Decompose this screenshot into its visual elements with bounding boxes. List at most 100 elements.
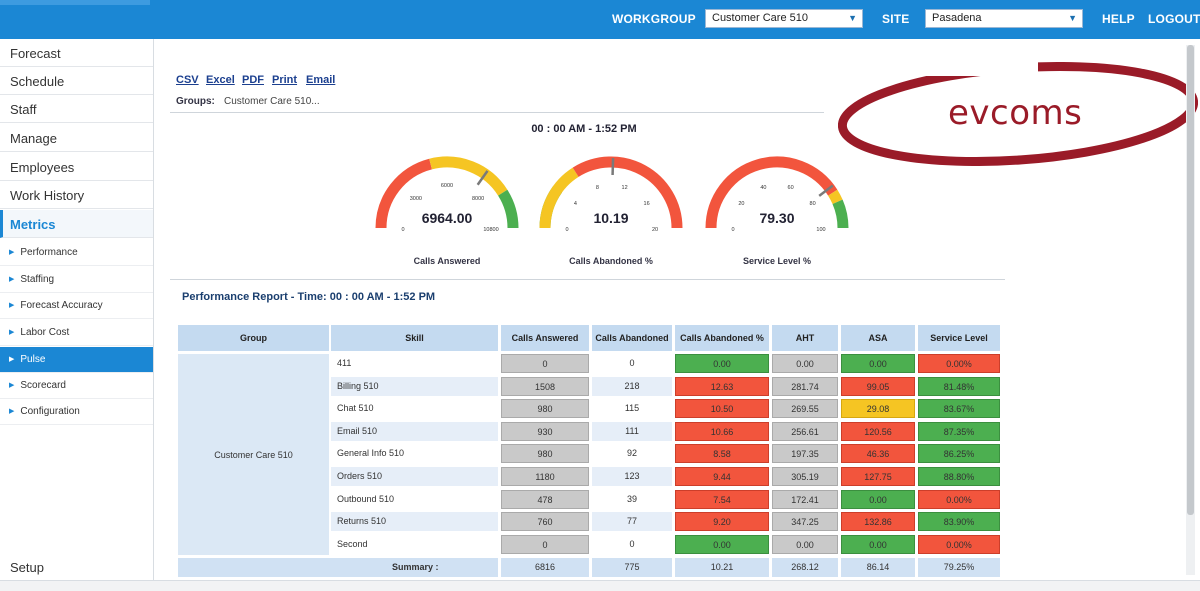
sidebar-item-schedule[interactable]: Schedule [0, 67, 153, 95]
export-email-link[interactable]: Email [306, 74, 336, 86]
calls-abandoned-cell: 0 [629, 539, 635, 549]
calls-answered-cell: 980 [501, 444, 589, 463]
report-title: Performance Report - Time: 00 : 00 AM - … [182, 291, 436, 303]
skill-cell[interactable]: Second [337, 539, 368, 549]
export-pdf-link[interactable]: PDF [242, 74, 264, 86]
calls-abandoned-pct-cell: 0.00 [675, 535, 769, 554]
gauge-band [828, 189, 843, 205]
sidebar-item-forecast[interactable]: Forecast [0, 39, 153, 67]
sidebar-item-manage[interactable]: Manage [0, 124, 153, 152]
calls-abandoned-pct-cell: 9.20 [675, 512, 769, 531]
sidebar-subitem-label: Scorecard [20, 380, 66, 391]
gauge-tick-label: 6000 [441, 183, 453, 189]
sidebar-subitem-label: Staffing [20, 274, 55, 285]
skill-cell[interactable]: 411 [337, 358, 352, 368]
export-excel-link[interactable]: Excel [206, 74, 235, 86]
chevron-down-icon: ▼ [1068, 13, 1077, 23]
gauge-band [572, 156, 683, 229]
column-header-service-level[interactable]: Service Level [918, 325, 1000, 351]
gauge-tick-label: 3000 [410, 196, 422, 202]
sidebar-subitem-forecast-accuracy[interactable]: ▶ Forecast Accuracy [0, 293, 153, 319]
scrollbar-thumb[interactable] [1187, 45, 1194, 515]
column-header-calls-answered[interactable]: Calls Answered [501, 325, 589, 351]
skill-cell[interactable]: Outbound 510 [337, 494, 395, 504]
export-print-link[interactable]: Print [272, 74, 298, 86]
calls-abandoned-gauge-label: Calls Abandoned % [569, 256, 653, 266]
site-select-value: Pasadena [932, 12, 982, 24]
gauge-tick-label: 0 [565, 227, 568, 233]
gauge-tick-label: 8 [596, 185, 599, 191]
sidebar-item-staff[interactable]: Staff [0, 95, 153, 123]
aht-cell: 172.41 [772, 490, 838, 509]
calls-abandoned-cell: 111 [592, 422, 672, 441]
gauge-tick-label: 20 [652, 227, 658, 233]
gauge-tick-label: 0 [731, 227, 734, 233]
calls-abandoned-pct-cell: 12.63 [675, 377, 769, 396]
asa-cell: 0.00 [841, 354, 915, 373]
sidebar-subitem-labor-cost[interactable]: ▶ Labor Cost [0, 320, 153, 346]
calls-answered-gauge-label: Calls Answered [413, 256, 481, 266]
export-csv-link[interactable]: CSV [176, 74, 199, 86]
gauge-needle [476, 170, 489, 186]
calls-answered-cell: 478 [501, 490, 589, 509]
column-header-skill[interactable]: Skill [331, 325, 498, 351]
scrollbar[interactable] [1186, 45, 1195, 575]
gauge-needle [611, 157, 615, 176]
aht-cell: 197.35 [772, 444, 838, 463]
sidebar-subitem-label: Forecast Accuracy [20, 300, 103, 311]
gauge-tick-label: 40 [760, 185, 766, 191]
logout-link[interactable]: LOGOUT [1148, 12, 1200, 26]
aht-cell: 305.19 [772, 467, 838, 486]
calls-abandoned-cell: 115 [624, 403, 640, 413]
column-header-calls-abandoned[interactable]: Calls Abandoned [592, 325, 672, 351]
skill-cell[interactable]: Chat 510 [337, 403, 374, 413]
column-header-asa[interactable]: ASA [841, 325, 915, 351]
skill-cell[interactable]: Billing 510 [331, 377, 498, 396]
calls-abandoned-gauge: 0 4 8 12 16 20 [539, 156, 683, 233]
sidebar-subitem-pulse[interactable]: ▶ Pulse [0, 347, 153, 373]
gauge-band [539, 167, 579, 229]
groups-value: Customer Care 510... [224, 96, 320, 107]
column-header-group[interactable]: Group [178, 325, 329, 351]
sidebar-subitem-performance[interactable]: ▶ Performance [0, 240, 153, 266]
skill-cell[interactable]: Returns 510 [331, 512, 498, 531]
calls-answered-cell: 760 [501, 512, 589, 531]
summary-service-level-cell: 79.25% [918, 558, 1000, 577]
skill-cell[interactable]: Orders 510 [331, 467, 498, 486]
sidebar-subitem-configuration[interactable]: ▶ Configuration [0, 399, 153, 425]
aht-cell: 269.55 [772, 399, 838, 418]
aht-cell: 0.00 [772, 535, 838, 554]
aht-cell: 0.00 [772, 354, 838, 373]
groups-label: Groups: [176, 96, 215, 107]
sidebar-subitem-scorecard[interactable]: ▶ Scorecard [0, 373, 153, 399]
skill-cell[interactable]: General Info 510 [337, 448, 405, 458]
calls-abandoned-cell: 39 [626, 494, 637, 504]
calls-abandoned-cell: 218 [592, 377, 672, 396]
chevron-right-icon: ▶ [9, 249, 15, 256]
service-level-cell: 0.00% [918, 535, 1000, 554]
chevron-right-icon: ▶ [9, 276, 15, 283]
help-link[interactable]: HELP [1102, 12, 1135, 26]
divider [170, 112, 824, 113]
column-header-calls-abandoned-pct[interactable]: Calls Abandoned % [675, 325, 769, 351]
workgroup-select-value: Customer Care 510 [712, 12, 808, 24]
sidebar-item-work-history[interactable]: Work History [0, 181, 153, 209]
sidebar-item-employees[interactable]: Employees [0, 153, 153, 181]
sidebar-subitem-label: Labor Cost [20, 327, 70, 338]
gauge-tick-label: 4 [574, 201, 577, 207]
summary-aht-cell: 268.12 [772, 558, 838, 577]
summary-asa-cell: 86.14 [841, 558, 915, 577]
sidebar-item-setup[interactable]: Setup [10, 560, 44, 575]
calls-abandoned-pct-cell: 9.44 [675, 467, 769, 486]
sidebar-subitem-staffing[interactable]: ▶ Staffing [0, 267, 153, 293]
site-select[interactable]: Pasadena ▼ [925, 9, 1083, 28]
workgroup-select[interactable]: Customer Care 510 ▼ [705, 9, 863, 28]
sidebar-item-metrics[interactable]: Metrics [0, 210, 153, 238]
asa-cell: 0.00 [841, 535, 915, 554]
asa-cell: 46.36 [841, 444, 915, 463]
skill-cell[interactable]: Email 510 [331, 422, 498, 441]
service-level-cell: 83.90% [918, 512, 1000, 531]
service-level-gauge-label: Service Level % [742, 256, 812, 266]
column-header-aht[interactable]: AHT [772, 325, 838, 351]
calls-answered-cell: 1508 [501, 377, 589, 396]
